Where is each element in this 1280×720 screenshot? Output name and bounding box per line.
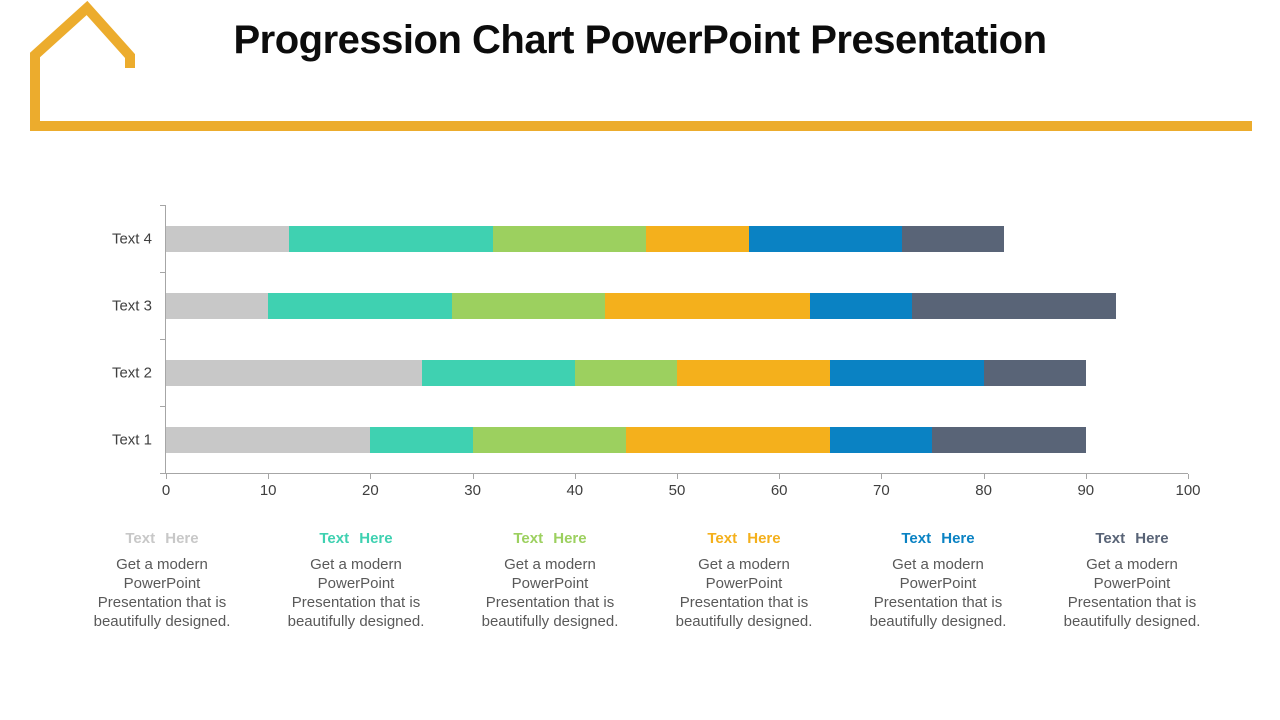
category-label: Text 3: [111, 297, 152, 314]
x-axis-tick: [1188, 474, 1189, 479]
category-label: Text 1: [111, 431, 152, 448]
x-axis-label: 50: [668, 482, 686, 499]
bar-segment: [370, 426, 473, 453]
bar-segment: [288, 225, 494, 252]
x-axis-label: 40: [566, 482, 584, 499]
legend-title: Text Here: [125, 530, 199, 547]
bar-segment: [830, 426, 933, 453]
y-axis-tick: [160, 473, 165, 474]
legend-column: Text Here Get a modern PowerPoint Presen…: [841, 530, 1035, 631]
bar-segment: [166, 292, 269, 319]
x-axis-tick: [472, 474, 474, 479]
bar-segment: [268, 292, 453, 319]
x-axis-tick: [983, 474, 985, 479]
bar-segment: [166, 426, 371, 453]
stacked-bar: [166, 426, 1188, 453]
legend: Text Here Get a modern PowerPoint Presen…: [65, 530, 1229, 631]
legend-body: Get a modern PowerPoint Presentation tha…: [481, 556, 619, 630]
y-axis-tick: [160, 272, 165, 273]
x-axis-tick: [370, 474, 372, 479]
bar-segment: [748, 225, 902, 252]
bar-row: Text 2: [112, 339, 1188, 406]
x-axis-tick: [779, 474, 781, 479]
x-axis-tick: [574, 474, 576, 479]
house-outline: [30, 0, 1252, 131]
bar-segment: [605, 292, 810, 319]
x-axis-tick: [1085, 474, 1087, 479]
x-axis-label: 60: [770, 482, 788, 499]
bar-segment: [830, 359, 984, 386]
x-axis-label: 10: [259, 482, 277, 499]
bar-segment: [574, 359, 677, 386]
bar-segment: [932, 426, 1086, 453]
legend-body: Get a modern PowerPoint Presentation tha…: [287, 556, 425, 630]
x-axis-label: 90: [1077, 482, 1095, 499]
category-label: Text 2: [111, 364, 152, 381]
y-axis-tick: [160, 339, 165, 340]
bar-segment: [901, 225, 1004, 252]
legend-column: Text Here Get a modern PowerPoint Presen…: [65, 530, 259, 631]
bar-segment: [676, 359, 831, 386]
category-label: Text 4: [111, 230, 152, 247]
bar-segment: [166, 359, 422, 386]
legend-body: Get a modern PowerPoint Presentation tha…: [1063, 556, 1201, 630]
bar-row: Text 4: [112, 205, 1188, 272]
bar-segment: [493, 225, 647, 252]
bar-segment: [912, 292, 1117, 319]
x-axis-label: 70: [873, 482, 890, 499]
legend-title: Text Here: [1095, 530, 1169, 547]
legend-column: Text Here Get a modern PowerPoint Presen…: [1035, 530, 1229, 631]
legend-body: Get a modern PowerPoint Presentation tha…: [93, 556, 231, 630]
bar-segment: [421, 359, 575, 386]
y-axis-tick: [160, 205, 165, 206]
stacked-bar-chart: Text 4 Text 3 Text 2 Text 1 0 10 20 30 40 50 60 70 8…: [112, 205, 1201, 499]
legend-title: Text Here: [513, 530, 587, 547]
x-axis-label: 100: [1175, 482, 1201, 499]
bar-row: Text 3: [112, 272, 1188, 339]
page-title: Progression Chart PowerPoint Presentatio…: [233, 18, 1048, 62]
legend-body: Get a modern PowerPoint Presentation tha…: [675, 556, 813, 630]
y-axis-tick: [160, 406, 165, 407]
x-axis-label: 80: [975, 482, 992, 499]
bar-segment: [646, 225, 749, 252]
bar-segment: [452, 292, 606, 319]
stacked-bar: [166, 225, 1188, 252]
stacked-bar: [166, 359, 1188, 386]
x-axis-label: 0: [161, 482, 171, 499]
legend-body: Get a modern PowerPoint Presentation tha…: [869, 556, 1007, 630]
legend-title: Text Here: [901, 530, 975, 547]
legend-column: Text Here Get a modern PowerPoint Presen…: [453, 530, 647, 631]
x-axis-tick: [677, 474, 678, 479]
bar-row: Text 1: [112, 406, 1188, 473]
bar-segment: [983, 359, 1086, 386]
x-axis-label: 30: [464, 482, 481, 499]
house-icon: [30, 0, 1252, 131]
x-axis-tick: [881, 474, 883, 479]
stacked-bar: [166, 292, 1188, 319]
legend-column: Text Here Get a modern PowerPoint Presen…: [647, 530, 841, 631]
bar-segment: [809, 292, 913, 319]
bar-segment: [166, 225, 289, 252]
legend-title: Text Here: [319, 530, 393, 547]
x-axis-tick: [268, 474, 270, 479]
legend-title: Text Here: [707, 530, 781, 547]
bar-segment: [625, 426, 831, 453]
x-axis-label: 20: [362, 482, 379, 499]
x-axis-tick: [166, 474, 167, 479]
bar-segment: [472, 426, 626, 453]
legend-column: Text Here Get a modern PowerPoint Presen…: [259, 530, 453, 631]
